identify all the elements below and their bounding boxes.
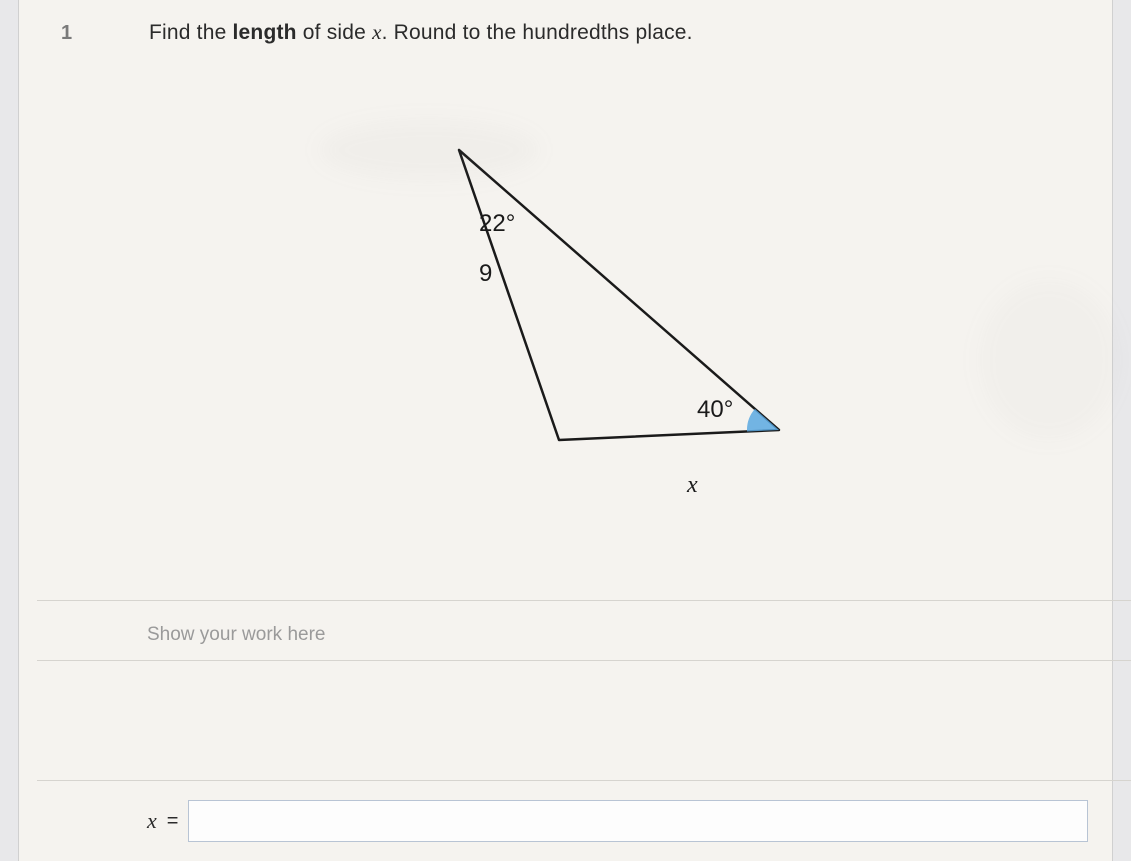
answer-row: x = [147, 800, 1088, 842]
answer-input[interactable] [188, 800, 1088, 842]
divider [37, 600, 1131, 601]
question-number: 1 [61, 22, 72, 45]
side-bottom-label: x [687, 472, 698, 499]
triangle-diagram: 22° 40° 9 x [279, 120, 839, 500]
paper-smudge [979, 280, 1119, 440]
angle-apex-label: 22° [479, 210, 515, 238]
worksheet-page: 1 Find the length of side x. Round to th… [18, 0, 1113, 861]
triangle-svg [279, 120, 839, 500]
answer-equals: = [167, 810, 179, 833]
show-work-label: Show your work here [147, 624, 325, 646]
answer-variable: x [147, 808, 157, 834]
divider [37, 780, 1131, 781]
divider [37, 660, 1131, 661]
prompt-lead: Find the [149, 21, 233, 44]
question-prompt: Find the length of side x. Round to the … [149, 20, 693, 45]
side-left-label: 9 [479, 260, 492, 288]
prompt-mid: of side [297, 21, 372, 44]
prompt-keyword: length [233, 21, 297, 44]
angle-right-label: 40° [697, 396, 733, 424]
prompt-variable: x [372, 20, 382, 44]
angle-marker-right [747, 409, 779, 432]
prompt-tail: . Round to the hundredths place. [382, 21, 693, 44]
